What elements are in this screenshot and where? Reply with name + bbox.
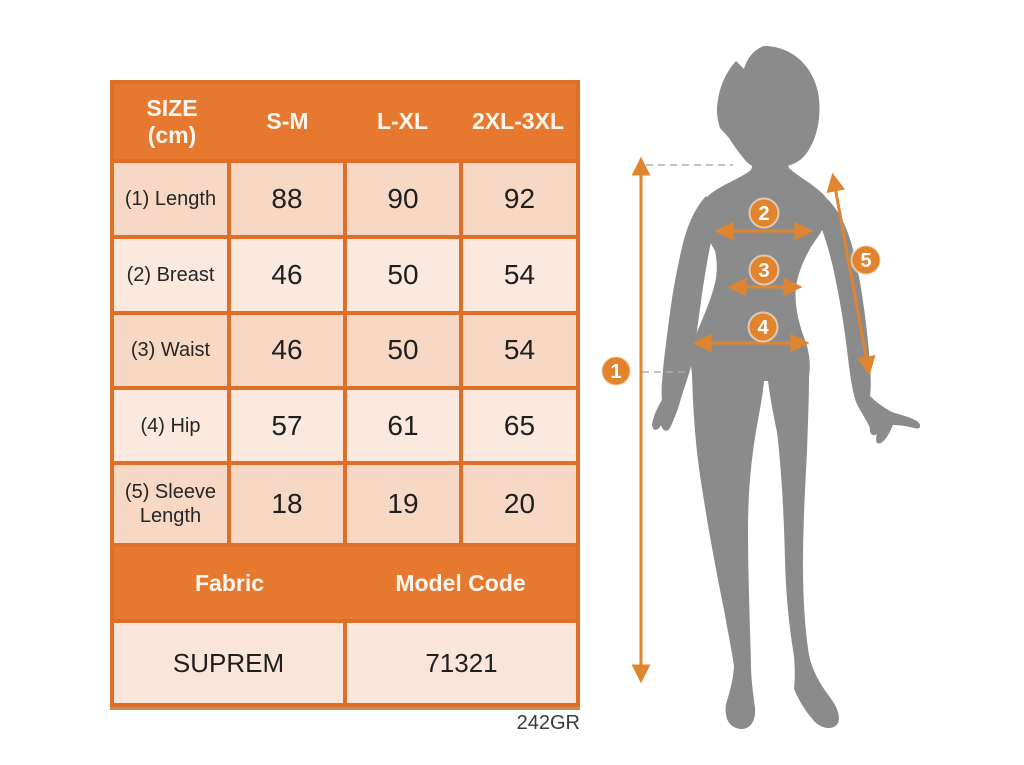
header-size-2xl3xl: 2XL-3XL [471,108,564,135]
value-length-2xl3xl: 92 [463,163,576,236]
header-size-label: SIZE (cm) [146,95,198,148]
size-table: SIZE (cm) S-M L-XL 2XL-3XL (1) Length 88… [110,80,580,710]
value-waist-sm: 46 [230,314,343,386]
arrow-2-head-right [794,221,814,241]
marker-2-number: 2 [758,203,769,225]
arrow-5-sleeve [833,186,869,362]
head-shape [716,46,820,170]
arrow-2-head-left [714,221,734,241]
marker-1-circle [600,355,632,387]
value-breast-lxl: 50 [347,239,460,311]
row-label-waist: (3) Waist [114,314,227,386]
row-label-sleeve: (5) Sleeve Length [114,465,227,544]
table-footer-header-row: Fabric Model Code [114,547,576,620]
marker-1-number: 1 [610,361,621,383]
model-code-header: Model Code [395,569,526,596]
arrow-4-head-left [692,333,712,353]
value-breast-2xl3xl: 54 [463,239,576,311]
torso-legs-shape [691,148,839,729]
row-label-breast: (2) Breast [114,239,227,311]
row-label-hip: (4) Hip [114,389,227,462]
value-hip-sm: 57 [230,389,343,462]
arrow-1-head-bottom [631,664,651,684]
arrow-5-head-top [826,172,846,193]
model-code-value: 71321 [347,623,576,703]
row-label-length: (1) Length [114,163,227,236]
header-size-sm: S-M [266,108,309,135]
header-size-lxl: L-XL [376,108,429,135]
marker-3-number: 3 [758,260,769,282]
header-size-cm: SIZE (cm) [114,95,230,148]
value-hip-2xl3xl: 65 [463,389,576,462]
female-silhouette [652,46,921,729]
value-length-lxl: 90 [347,163,460,236]
marker-4-number: 4 [757,317,769,339]
value-length-sm: 88 [230,163,343,236]
value-waist-lxl: 50 [347,314,460,386]
fabric-value: SUPREM [114,623,343,703]
value-breast-sm: 46 [230,239,343,311]
arrow-3-head-left [727,277,747,297]
value-sleeve-sm: 18 [230,465,343,544]
marker-5-circle [850,244,882,276]
arrow-3-head-right [783,277,803,297]
marker-2-circle [748,197,780,229]
product-code-note: 242GR [516,712,580,734]
arrow-4-head-right [790,333,810,353]
right-arm-shape [817,196,921,444]
value-hip-lxl: 61 [347,389,460,462]
value-sleeve-2xl3xl: 20 [463,465,576,544]
measurement-markers: 1 2 3 4 5 [600,197,882,387]
marker-3-circle [748,254,780,286]
value-sleeve-lxl: 19 [347,465,460,544]
table-header-row: SIZE (cm) S-M L-XL 2XL-3XL [114,84,576,160]
arrow-1-head-top [631,156,651,176]
value-waist-2xl3xl: 54 [463,314,576,386]
marker-4-circle [747,311,779,343]
fabric-header: Fabric [194,569,265,596]
arrow-5-head-bottom [856,355,876,376]
measurement-arrows [631,156,876,684]
marker-5-number: 5 [860,250,871,272]
